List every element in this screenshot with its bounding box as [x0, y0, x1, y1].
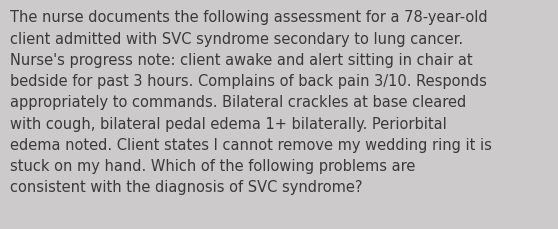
- Text: The nurse documents the following assessment for a 78-year-old
client admitted w: The nurse documents the following assess…: [10, 10, 492, 194]
